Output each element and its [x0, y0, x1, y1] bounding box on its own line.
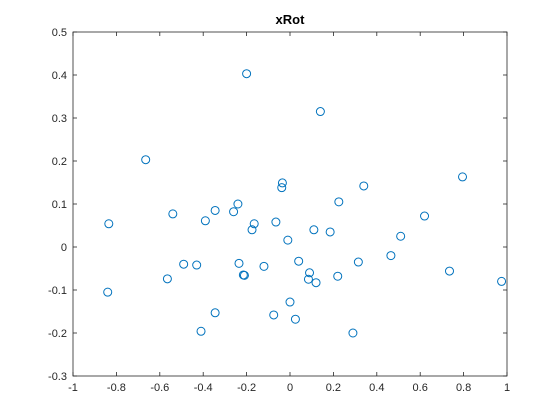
data-point: [141, 155, 151, 165]
y-tick-label: 0.1: [52, 199, 67, 211]
y-tick-label: 0.4: [52, 70, 67, 82]
data-point: [277, 183, 287, 193]
data-point: [294, 256, 304, 266]
data-point: [290, 314, 300, 324]
data-point: [234, 258, 244, 268]
y-tick-label: -0.3: [48, 371, 67, 383]
data-point: [283, 235, 293, 245]
data-point: [249, 219, 259, 229]
data-point: [168, 209, 178, 219]
data-point: [311, 278, 321, 288]
x-tick-label: -1: [68, 382, 78, 394]
data-point: [353, 257, 363, 267]
data-point: [242, 69, 252, 79]
data-point: [271, 217, 281, 227]
y-tick-label: 0.5: [52, 27, 67, 39]
data-points: [103, 69, 507, 338]
x-axis: -1 -0.8 -0.6 -0.4 -0.2 0 0.2 0.4 0.6 0.8 1: [68, 32, 510, 394]
data-point: [200, 216, 210, 226]
x-tick-label: -0.8: [107, 382, 126, 394]
data-point: [420, 211, 430, 221]
data-point: [104, 219, 114, 229]
x-tick-label: 1: [504, 382, 510, 394]
data-point: [277, 178, 287, 188]
x-tick-label: -0.6: [150, 382, 169, 394]
data-point: [179, 259, 189, 269]
data-point: [192, 260, 202, 270]
x-tick-label: 0.6: [413, 382, 428, 394]
data-point: [348, 328, 358, 338]
data-point: [233, 199, 243, 209]
x-tick-label: 0.2: [326, 382, 341, 394]
y-tick-label: -0.1: [48, 285, 67, 297]
x-tick-label: 0.8: [456, 382, 471, 394]
x-tick-label: -0.2: [237, 382, 256, 394]
data-point: [497, 276, 507, 286]
data-point: [303, 274, 313, 284]
data-point: [359, 181, 369, 191]
data-point: [458, 172, 468, 182]
y-tick-label: -0.2: [48, 328, 67, 340]
data-point: [334, 197, 344, 207]
data-point: [325, 227, 335, 237]
data-point: [396, 231, 406, 241]
data-point: [103, 287, 113, 297]
x-tick-label: 0: [287, 382, 293, 394]
data-point: [305, 268, 315, 278]
x-tick-label: -0.4: [194, 382, 213, 394]
y-tick-label: 0.2: [52, 156, 67, 168]
data-point: [285, 297, 295, 307]
x-tick-label: 0.4: [369, 382, 384, 394]
data-point: [444, 266, 454, 276]
data-point: [333, 271, 343, 281]
data-point: [210, 308, 220, 318]
data-point: [162, 274, 172, 284]
data-point: [229, 207, 239, 217]
data-point: [259, 261, 269, 271]
data-point: [309, 225, 319, 235]
y-tick-label: 0.3: [52, 113, 67, 125]
data-point: [269, 310, 279, 320]
chart-title: xRot: [276, 12, 306, 27]
y-axis: -0.3 -0.2 -0.1 0 0.1 0.2 0.3 0.4 0.5: [48, 27, 507, 383]
data-point: [247, 225, 257, 235]
data-point: [196, 326, 206, 336]
data-point: [315, 107, 325, 117]
axes-box: [72, 31, 508, 377]
data-point: [239, 270, 249, 280]
y-tick-label: 0: [61, 242, 67, 254]
data-point: [386, 251, 396, 261]
data-point: [210, 205, 220, 215]
